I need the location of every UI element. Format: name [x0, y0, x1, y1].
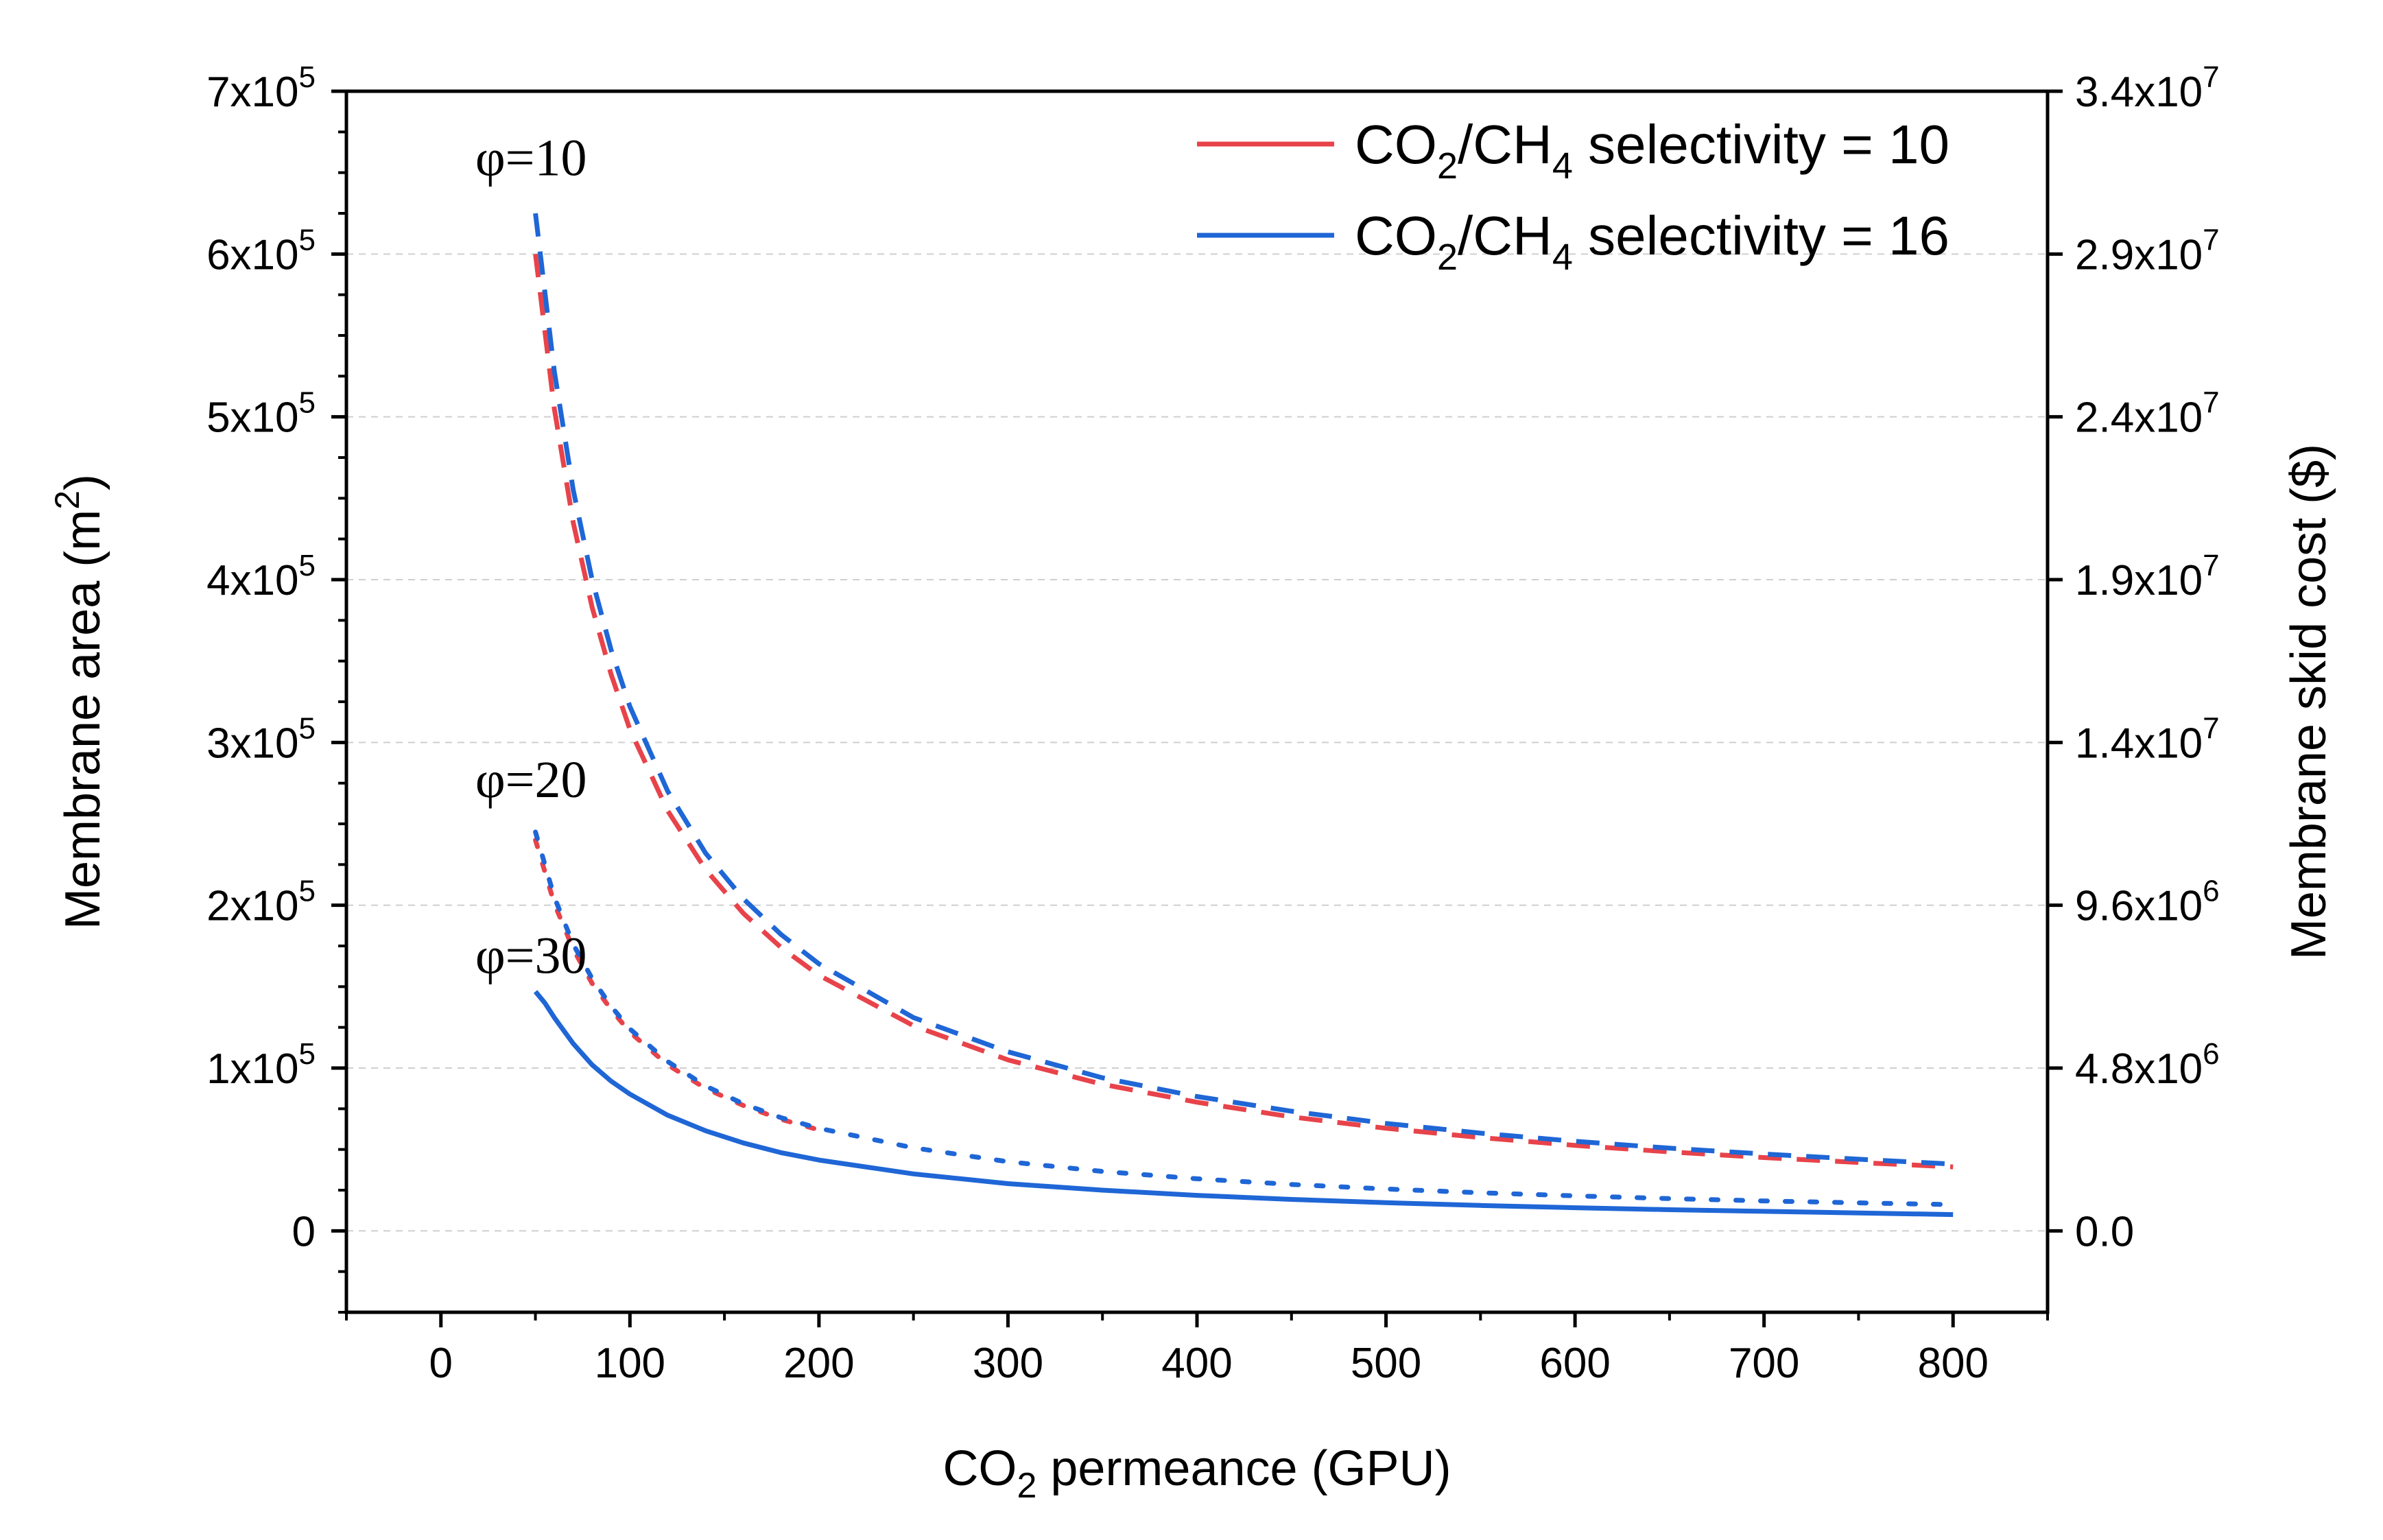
x-tick-label: 800 — [1917, 1340, 1988, 1387]
phi-annotation: φ=10 — [475, 129, 587, 187]
right-y-tick-label: 3.4x107 — [2075, 60, 2220, 116]
right-y-tick-label: 2.4x107 — [2075, 386, 2220, 442]
right-y-tick-label: 2.9x107 — [2075, 223, 2220, 279]
x-tick-label: 0 — [429, 1340, 453, 1387]
left-y-axis-title-end: ) — [56, 474, 110, 490]
x-axis-ticks: 0 100 200 300 400 500 600 700 800 — [345, 1312, 2049, 1387]
x-tick-label: 300 — [973, 1340, 1043, 1387]
left-y-tick-label: 4x105 — [206, 549, 316, 604]
left-y-axis-title-main: Membrane area (m — [56, 510, 110, 929]
x-tick-label: 100 — [595, 1340, 665, 1387]
left-y-tick-label: 3x105 — [206, 711, 316, 767]
phi-annotation: φ=30 — [475, 927, 587, 984]
series-line-4 — [533, 829, 1956, 1207]
series-line-1 — [533, 253, 1954, 1170]
right-y-axis-title: Membrane skid cost ($) — [2281, 444, 2336, 960]
phi-annotation: φ=20 — [475, 751, 587, 809]
right-y-tick-label: 0.0 — [2075, 1208, 2134, 1255]
legend-entry-text: CO2/CH4 selectivity = 16 — [1355, 205, 1949, 278]
left-y-axis-title-sup: 2 — [48, 490, 86, 510]
left-y-tick-label: 1x105 — [206, 1037, 316, 1093]
left-y-tick-label: 5x105 — [206, 386, 316, 442]
left-y-tick-label: 2x105 — [206, 875, 316, 930]
left-y-tick-label: 0 — [292, 1208, 316, 1255]
x-tick-label: 500 — [1351, 1340, 1421, 1387]
annotations-group: φ=10 φ=20 φ=30 — [475, 129, 587, 984]
x-axis-title-sub: 2 — [1017, 1466, 1036, 1506]
left-y-axis-title: Membrane area (m2) — [48, 474, 110, 929]
plot-frame — [344, 89, 2050, 1314]
x-tick-label: 700 — [1729, 1340, 1799, 1387]
x-axis-title-main: CO — [942, 1441, 1017, 1496]
gridlines — [346, 253, 2048, 1232]
right-y-axis-ticks: 0.0 4.8x106 9.6x106 1.4x107 1.9x107 2.4x107 2.… — [2048, 60, 2220, 1255]
right-y-tick-label: 9.6x106 — [2075, 875, 2220, 930]
legend: CO2/CH4 selectivity = 10 CO2/CH4 selectiv… — [1197, 114, 1949, 278]
x-tick-label: 200 — [783, 1340, 854, 1387]
left-y-tick-label: 6x105 — [206, 223, 316, 279]
series-line-5 — [533, 990, 1954, 1218]
right-y-tick-label: 4.8x106 — [2075, 1037, 2220, 1093]
x-axis-title: CO2 permeance (GPU) — [942, 1441, 1451, 1506]
series-group — [533, 213, 1956, 1218]
x-tick-label: 400 — [1161, 1340, 1232, 1387]
series-line-2 — [533, 213, 1954, 1167]
right-y-tick-label: 1.4x107 — [2075, 711, 2220, 767]
legend-entry-text: CO2/CH4 selectivity = 10 — [1355, 114, 1949, 187]
left-y-tick-label: 7x105 — [206, 60, 316, 116]
x-tick-label: 600 — [1539, 1340, 1610, 1387]
series-line-3 — [533, 838, 822, 1133]
left-y-axis-ticks: 0 1x105 2x105 3x105 4x105 5x105 6x105 7x105 — [206, 60, 346, 1314]
right-y-tick-label: 1.9x107 — [2075, 549, 2220, 604]
x-axis-title-rest: permeance (GPU) — [1036, 1441, 1451, 1496]
